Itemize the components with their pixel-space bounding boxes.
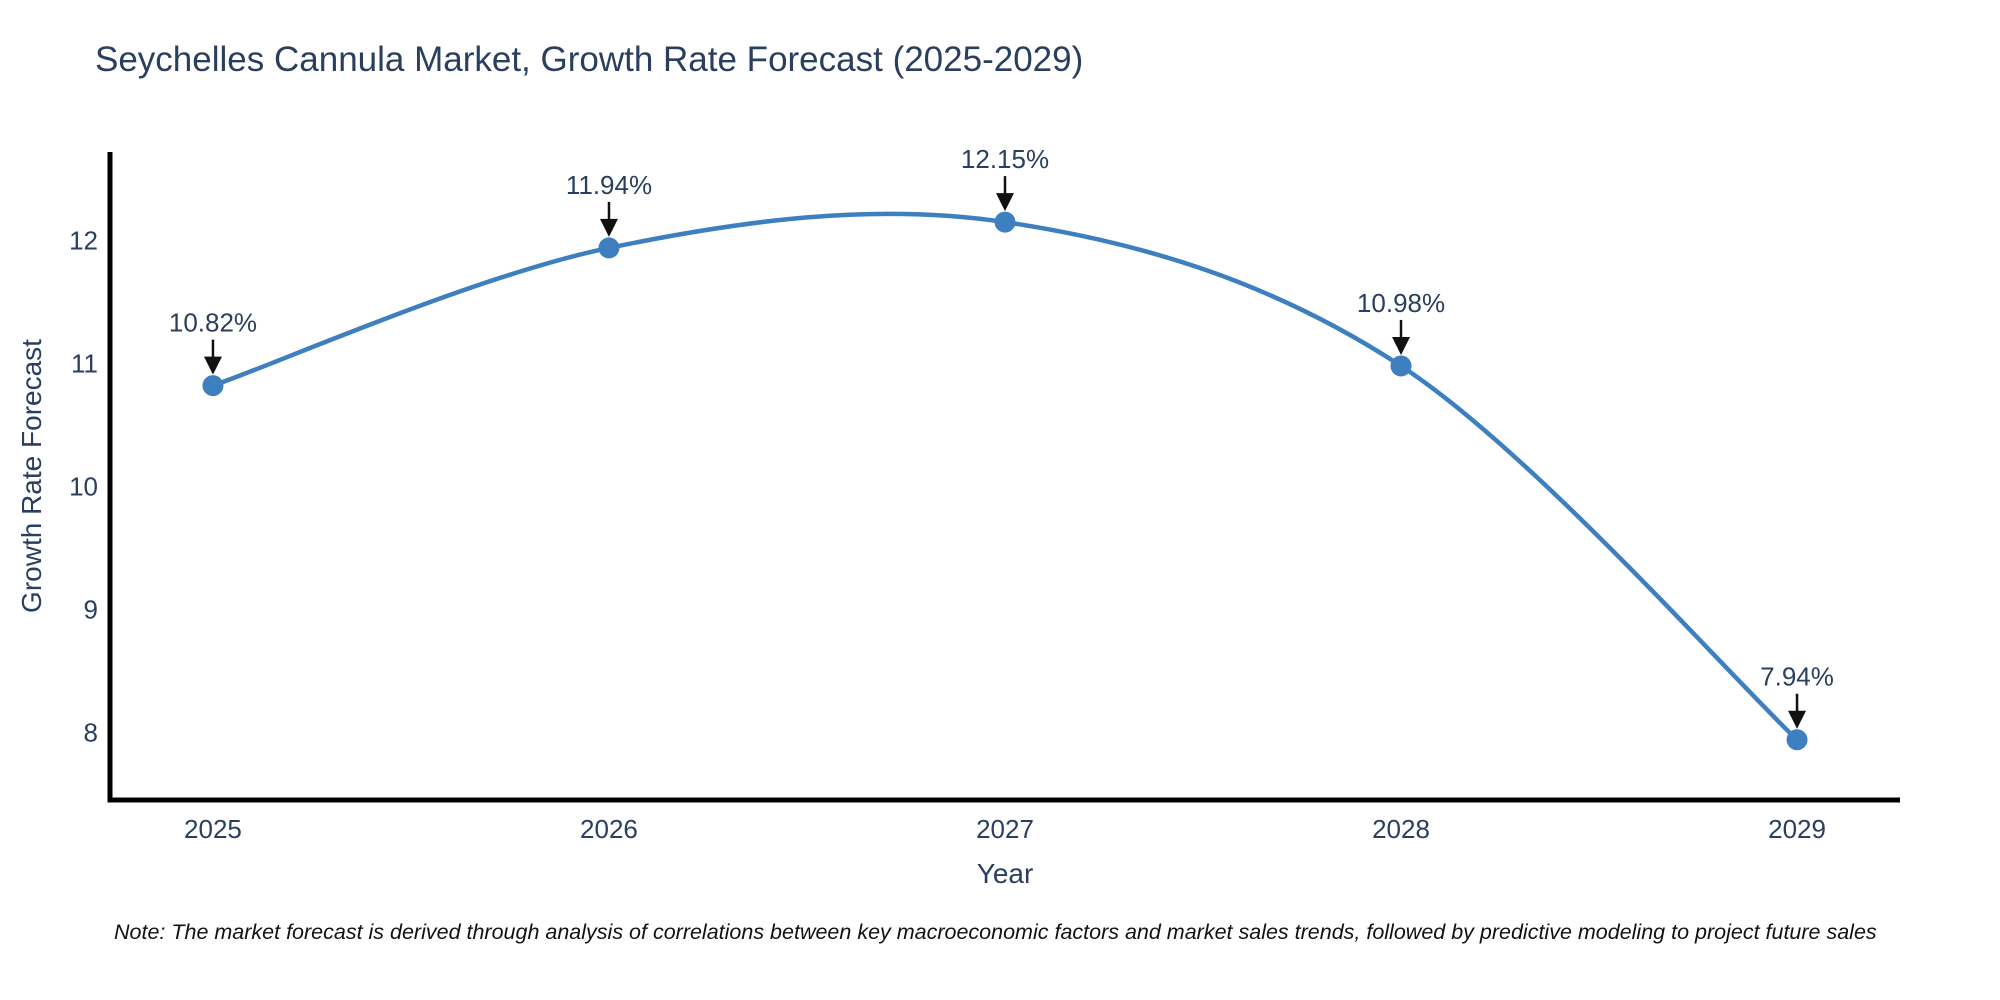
data-point-marker[interactable]	[598, 237, 620, 259]
data-point-marker[interactable]	[202, 375, 224, 397]
x-tick-label: 2028	[1372, 814, 1430, 844]
annotation-arrowhead-icon	[1392, 336, 1411, 355]
y-tick-label: 11	[71, 348, 98, 378]
annotation-arrowhead-icon	[203, 356, 222, 375]
x-tick-label: 2027	[976, 814, 1034, 844]
data-point-label: 10.98%	[1357, 288, 1445, 318]
y-tick-label: 8	[84, 717, 98, 747]
data-point-marker[interactable]	[1786, 729, 1808, 751]
x-tick-label: 2026	[580, 814, 638, 844]
x-axis-title: Year	[976, 858, 1034, 889]
x-tick-label: 2025	[184, 814, 242, 844]
footnote: Note: The market forecast is derived thr…	[114, 920, 1877, 944]
annotation-arrowhead-icon	[599, 218, 618, 237]
data-point-label: 7.94%	[1760, 662, 1834, 692]
y-tick-label: 10	[69, 471, 98, 501]
data-point-marker[interactable]	[1390, 355, 1412, 377]
chart-title: Seychelles Cannula Market, Growth Rate F…	[95, 40, 1084, 79]
data-point-label: 10.82%	[169, 308, 257, 338]
forecast-line	[210, 211, 1800, 742]
data-point-label: 11.94%	[566, 170, 652, 200]
x-tick-label: 2029	[1768, 814, 1826, 844]
annotation-arrowhead-icon	[996, 193, 1014, 212]
annotation-arrowhead-icon	[1788, 710, 1807, 729]
y-tick-label: 12	[69, 226, 98, 256]
data-point-label: 12.15%	[961, 144, 1049, 174]
data-point-marker[interactable]	[994, 211, 1016, 233]
y-tick-label: 9	[84, 594, 98, 624]
